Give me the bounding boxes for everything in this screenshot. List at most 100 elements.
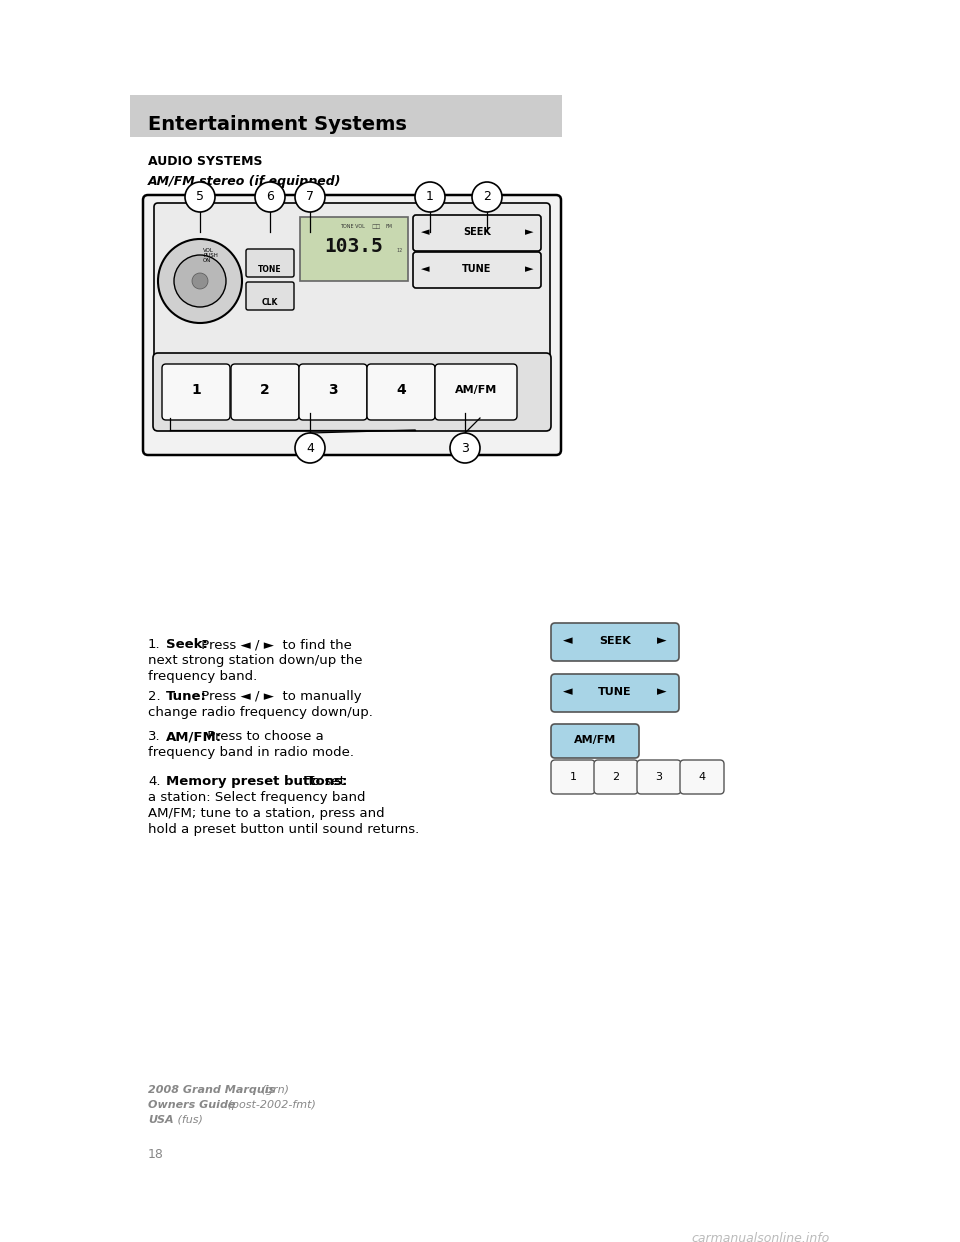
FancyBboxPatch shape [162, 364, 230, 420]
Circle shape [472, 183, 502, 212]
FancyBboxPatch shape [154, 202, 550, 359]
Text: 4: 4 [306, 441, 314, 455]
Text: ON: ON [203, 258, 211, 263]
Circle shape [450, 433, 480, 463]
Text: AUDIO SYSTEMS: AUDIO SYSTEMS [148, 155, 262, 168]
Text: Press ◄ / ►  to manually: Press ◄ / ► to manually [197, 691, 362, 703]
Text: Entertainment Systems: Entertainment Systems [148, 116, 407, 134]
Text: 2: 2 [260, 383, 270, 397]
Text: (fus): (fus) [174, 1115, 203, 1125]
Circle shape [295, 433, 325, 463]
Text: 1.: 1. [148, 638, 160, 651]
Text: frequency band.: frequency band. [148, 669, 257, 683]
Text: USA: USA [148, 1115, 174, 1125]
Text: 6: 6 [266, 190, 274, 204]
Circle shape [158, 238, 242, 323]
Text: ◄: ◄ [421, 227, 429, 237]
Text: PUSH: PUSH [203, 253, 218, 258]
FancyBboxPatch shape [551, 674, 679, 712]
Circle shape [415, 183, 445, 212]
Text: 2: 2 [483, 190, 491, 204]
Text: 4.: 4. [148, 775, 160, 787]
Text: Tune:: Tune: [166, 691, 206, 703]
Text: SEEK: SEEK [463, 227, 491, 237]
FancyBboxPatch shape [246, 248, 294, 277]
FancyBboxPatch shape [551, 760, 595, 794]
Text: Press to choose a: Press to choose a [204, 730, 324, 743]
Text: ◄: ◄ [563, 686, 572, 698]
FancyBboxPatch shape [246, 282, 294, 310]
FancyBboxPatch shape [300, 217, 408, 281]
FancyBboxPatch shape [680, 760, 724, 794]
FancyBboxPatch shape [551, 724, 639, 758]
Text: 18: 18 [148, 1148, 164, 1161]
FancyBboxPatch shape [299, 364, 367, 420]
Text: AM/FM stereo (if equipped): AM/FM stereo (if equipped) [148, 175, 342, 188]
Text: 1: 1 [191, 383, 201, 397]
FancyBboxPatch shape [153, 353, 551, 431]
Text: Press ◄ / ►  to find the: Press ◄ / ► to find the [197, 638, 352, 651]
Text: change radio frequency down/up.: change radio frequency down/up. [148, 705, 372, 719]
Text: 5: 5 [196, 190, 204, 204]
Text: 12: 12 [396, 248, 402, 253]
FancyBboxPatch shape [435, 364, 517, 420]
Text: ◄: ◄ [421, 265, 429, 274]
Text: 1: 1 [426, 190, 434, 204]
Text: To set: To set [302, 775, 346, 787]
Text: 4: 4 [699, 773, 706, 782]
Text: ◄: ◄ [563, 635, 572, 647]
Text: TONE VOL: TONE VOL [340, 224, 365, 229]
Circle shape [255, 183, 285, 212]
FancyBboxPatch shape [231, 364, 299, 420]
Text: 3: 3 [656, 773, 662, 782]
Text: 2008 Grand Marquis: 2008 Grand Marquis [148, 1086, 276, 1095]
Text: TUNE: TUNE [463, 265, 492, 274]
Text: AM/FM; tune to a station, press and: AM/FM; tune to a station, press and [148, 807, 385, 820]
Text: Owners Guide: Owners Guide [148, 1100, 235, 1110]
Text: ►: ► [658, 686, 667, 698]
Text: frequency band in radio mode.: frequency band in radio mode. [148, 746, 354, 759]
FancyBboxPatch shape [413, 252, 541, 288]
Text: VOL: VOL [203, 248, 214, 253]
Text: AM/FM: AM/FM [574, 735, 616, 745]
Text: AM/FM: AM/FM [455, 385, 497, 395]
Text: 2: 2 [612, 773, 619, 782]
FancyBboxPatch shape [413, 215, 541, 251]
Circle shape [185, 183, 215, 212]
FancyBboxPatch shape [130, 94, 562, 137]
Text: a station: Select frequency band: a station: Select frequency band [148, 791, 366, 804]
Text: 3.: 3. [148, 730, 160, 743]
Text: ►: ► [524, 265, 533, 274]
Text: CLK: CLK [262, 298, 278, 307]
Text: (grn): (grn) [258, 1086, 289, 1095]
FancyBboxPatch shape [594, 760, 638, 794]
Circle shape [295, 183, 325, 212]
Text: TONE: TONE [258, 265, 282, 274]
Text: □□: □□ [372, 224, 381, 229]
Circle shape [174, 255, 226, 307]
Text: 103.5: 103.5 [324, 237, 383, 256]
Text: AM/FM:: AM/FM: [166, 730, 222, 743]
Text: 3: 3 [461, 441, 468, 455]
Text: hold a preset button until sound returns.: hold a preset button until sound returns… [148, 823, 420, 836]
Text: SEEK: SEEK [599, 636, 631, 646]
Text: ►: ► [658, 635, 667, 647]
Text: 7: 7 [306, 190, 314, 204]
Text: ►: ► [524, 227, 533, 237]
Text: carmanualsonline.info: carmanualsonline.info [692, 1232, 830, 1242]
Text: 3: 3 [328, 383, 338, 397]
Text: Memory preset buttons:: Memory preset buttons: [166, 775, 348, 787]
FancyBboxPatch shape [367, 364, 435, 420]
FancyBboxPatch shape [143, 195, 561, 455]
Text: 1: 1 [569, 773, 577, 782]
Text: FM: FM [385, 224, 392, 229]
Circle shape [192, 273, 208, 289]
FancyBboxPatch shape [551, 623, 679, 661]
Text: (post-2002-fmt): (post-2002-fmt) [224, 1100, 316, 1110]
Text: 4: 4 [396, 383, 406, 397]
Text: next strong station down/up the: next strong station down/up the [148, 655, 363, 667]
Text: 2.: 2. [148, 691, 160, 703]
FancyBboxPatch shape [637, 760, 681, 794]
Text: TUNE: TUNE [598, 687, 632, 697]
Text: Seek:: Seek: [166, 638, 208, 651]
